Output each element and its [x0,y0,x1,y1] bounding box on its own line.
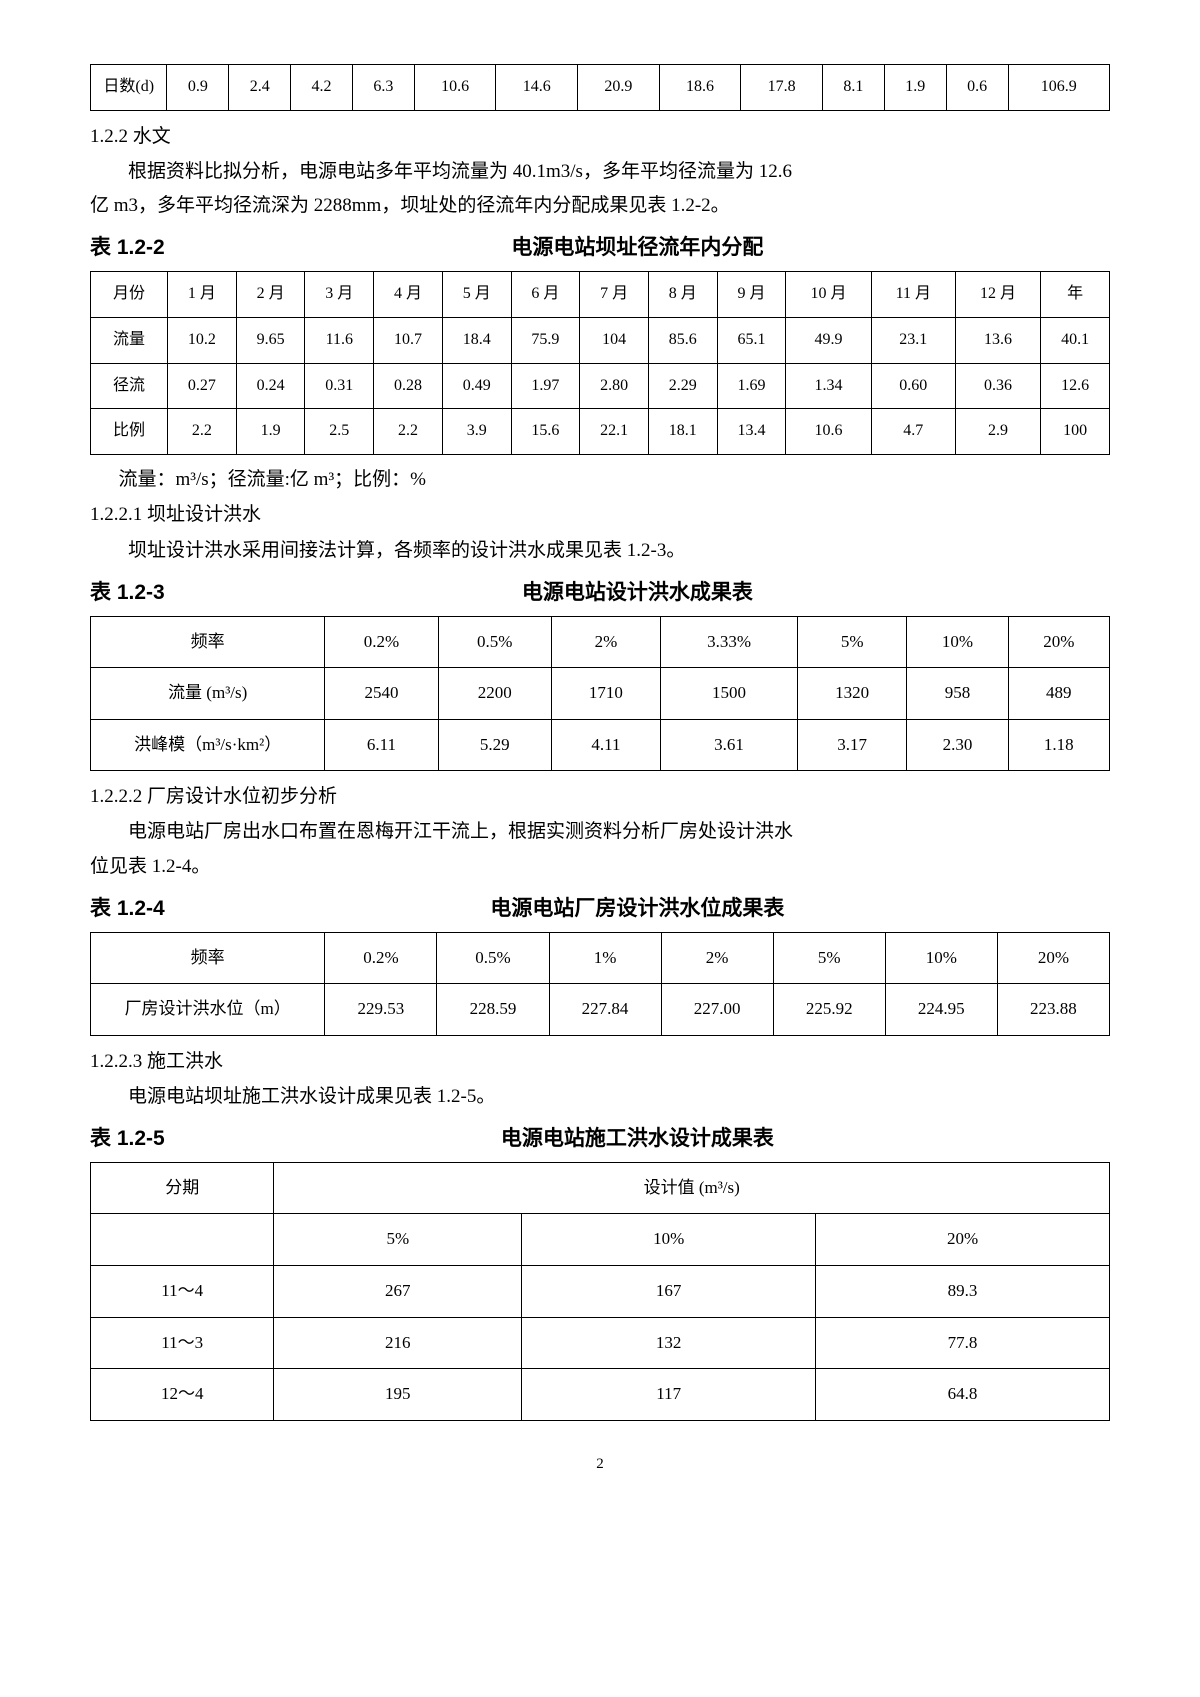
table-title-row: 表 1.2-2 电源电站坝址径流年内分配 [90,229,1110,267]
para: 位见表 1.2-4。 [90,850,1110,884]
table-water-level: 频率0.2%0.5%1%2%5%10%20% 厂房设计洪水位（m）229.532… [90,932,1110,1036]
para: 亿 m3，多年平均径流深为 2288mm，坝址处的径流年内分配成果见表 1.2-… [90,189,1110,223]
table-row: 频率0.2%0.5%2%3.33%5%10%20% [91,616,1110,668]
table-title: 电源电站设计洪水成果表 [165,574,1110,612]
table-row: 日数(d) 0.92.4 4.26.3 10.614.6 20.918.6 17… [91,65,1110,111]
table-row: 流量10.29.6511.610.718.475.910485.665.149.… [91,317,1110,363]
table-title-row: 表 1.2-4 电源电站厂房设计洪水位成果表 [90,890,1110,928]
cell-label: 日数(d) [91,65,167,111]
table-row: 比例2.21.92.52.23.915.622.118.113.410.64.7… [91,409,1110,455]
table-row: 月份1 月2 月3 月4 月5 月6 月7 月8 月9 月10 月11 月12 … [91,272,1110,318]
table-title: 电源电站坝址径流年内分配 [165,229,1110,267]
table-number: 表 1.2-3 [90,574,165,612]
table-row: 12～419511764.8 [91,1369,1110,1421]
table-title: 电源电站施工洪水设计成果表 [165,1120,1110,1158]
para: 坝址设计洪水采用间接法计算，各频率的设计洪水成果见表 1.2-3。 [90,534,1110,568]
table-monthly-runoff: 月份1 月2 月3 月4 月5 月6 月7 月8 月9 月10 月11 月12 … [90,271,1110,455]
table-title: 电源电站厂房设计洪水位成果表 [165,890,1110,928]
table-row: 11～426716789.3 [91,1266,1110,1318]
heading-powerhouse: 1.2.2.2 厂房设计水位初步分析 [90,779,1110,815]
table-row: 厂房设计洪水位（m）229.53228.59227.84227.00225.92… [91,984,1110,1036]
table-note: 流量：m³/s；径流量:亿 m³；比例：% [90,463,1110,497]
table-row: 洪峰模（m³/s·km²）6.115.294.113.613.172.301.1… [91,719,1110,771]
table-construction-flood: 分期设计值 (m³/s) 5%10%20% 11～426716789.3 11～… [90,1162,1110,1421]
table-design-flood: 频率0.2%0.5%2%3.33%5%10%20% 流量 (m³/s)25402… [90,616,1110,772]
heading-hydrology: 1.2.2 水文 [90,119,1110,155]
table-number: 表 1.2-2 [90,229,165,267]
table-days: 日数(d) 0.92.4 4.26.3 10.614.6 20.918.6 17… [90,64,1110,111]
heading-construction-flood: 1.2.2.3 施工洪水 [90,1044,1110,1080]
table-row: 分期设计值 (m³/s) [91,1162,1110,1214]
para: 根据资料比拟分析，电源电站多年平均流量为 40.1m3/s，多年平均径流量为 1… [90,155,1110,189]
para: 电源电站厂房出水口布置在恩梅开江干流上，根据实测资料分析厂房处设计洪水 [90,815,1110,849]
table-row: 频率0.2%0.5%1%2%5%10%20% [91,932,1110,984]
table-number: 表 1.2-4 [90,890,165,928]
para: 电源电站坝址施工洪水设计成果见表 1.2-5。 [90,1080,1110,1114]
table-row: 11～321613277.8 [91,1317,1110,1369]
table-number: 表 1.2-5 [90,1120,165,1158]
table-row: 5%10%20% [91,1214,1110,1266]
heading-damsite-flood: 1.2.2.1 坝址设计洪水 [90,497,1110,533]
table-row: 径流0.270.240.310.280.491.972.802.291.691.… [91,363,1110,409]
table-title-row: 表 1.2-3 电源电站设计洪水成果表 [90,574,1110,612]
table-row: 流量 (m³/s)25402200171015001320958489 [91,668,1110,720]
page-number: 2 [90,1451,1110,1478]
table-title-row: 表 1.2-5 电源电站施工洪水设计成果表 [90,1120,1110,1158]
